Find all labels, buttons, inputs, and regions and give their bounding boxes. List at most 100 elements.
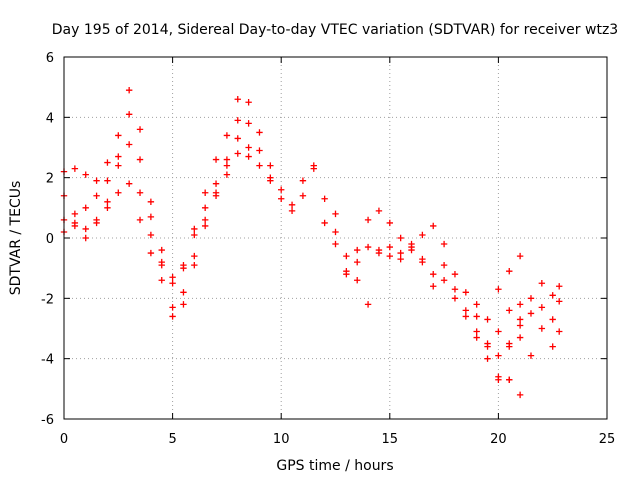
series-track-d: [60, 111, 252, 320]
data-point: [169, 304, 176, 311]
data-point: [516, 391, 524, 399]
data-points: [60, 86, 563, 399]
x-tick-label: 20: [490, 432, 507, 447]
data-point: [191, 261, 198, 269]
data-point: [538, 325, 546, 332]
data-point: [71, 210, 79, 218]
data-point: [495, 286, 502, 293]
data-point: [495, 328, 502, 335]
data-point: [147, 231, 155, 239]
data-point: [556, 328, 563, 335]
data-point: [343, 267, 350, 275]
data-point: [125, 86, 133, 94]
data-point: [104, 204, 111, 212]
data-point: [93, 177, 100, 184]
data-point: [506, 376, 513, 383]
data-point: [538, 304, 546, 311]
data-point: [299, 192, 307, 199]
data-point: [364, 301, 372, 308]
y-axis-label: SDTVAR / TECUs: [8, 181, 24, 296]
data-point: [267, 162, 274, 169]
data-point: [527, 310, 535, 317]
data-point: [538, 280, 546, 287]
data-point: [234, 96, 241, 103]
series-track-g: [332, 240, 524, 323]
data-point: [201, 189, 209, 196]
data-point: [288, 201, 296, 209]
data-point: [310, 165, 317, 172]
data-point: [516, 301, 524, 308]
data-point: [82, 234, 89, 242]
data-point: [180, 289, 187, 296]
data-point: [473, 334, 480, 341]
data-point: [71, 222, 79, 230]
data-point: [125, 111, 133, 118]
data-point: [212, 156, 220, 163]
data-point: [256, 129, 263, 136]
data-point: [354, 258, 361, 266]
data-point: [440, 277, 448, 284]
data-point: [495, 352, 502, 359]
y-tick-label: 4: [46, 111, 54, 126]
data-point: [451, 271, 459, 278]
data-point: [299, 177, 307, 184]
data-point: [462, 307, 470, 314]
data-point: [201, 216, 209, 224]
series-track-j: [506, 325, 563, 399]
data-point: [180, 261, 187, 269]
plot-frame: [63, 56, 608, 420]
data-point: [527, 352, 535, 359]
data-point: [245, 153, 252, 160]
x-tick-label: 10: [273, 432, 290, 447]
data-point: [549, 316, 556, 323]
data-point: [386, 252, 393, 260]
data-point: [451, 286, 459, 293]
data-point: [234, 135, 241, 142]
data-point: [169, 313, 176, 320]
data-point: [354, 246, 361, 254]
data-point: [93, 192, 100, 199]
data-point: [212, 180, 220, 187]
data-point: [549, 343, 556, 350]
data-point: [527, 295, 535, 302]
data-point: [147, 213, 155, 221]
series-track-f: [299, 165, 524, 383]
data-point: [288, 207, 296, 215]
data-point: [158, 246, 165, 254]
data-point: [245, 144, 252, 151]
data-point: [104, 177, 111, 184]
data-point: [147, 198, 155, 205]
data-point: [136, 126, 144, 133]
data-point: [408, 243, 415, 251]
data-point: [397, 249, 404, 257]
data-point: [556, 298, 563, 305]
data-point: [386, 219, 393, 227]
series-track-c: [60, 135, 274, 311]
data-point: [332, 240, 339, 248]
data-point: [136, 216, 144, 224]
data-point: [223, 162, 231, 169]
data-point: [484, 340, 491, 347]
data-point: [473, 301, 480, 308]
data-point: [495, 373, 502, 380]
data-point: [147, 249, 155, 257]
data-point: [549, 292, 556, 299]
data-point: [93, 216, 100, 224]
data-point: [451, 295, 459, 302]
data-point: [245, 120, 252, 127]
y-tick-label: -4: [41, 353, 54, 368]
data-point: [462, 289, 470, 296]
data-point: [82, 225, 89, 233]
data-point: [71, 165, 79, 172]
data-point: [386, 243, 393, 251]
data-point: [267, 177, 274, 184]
data-point: [321, 195, 328, 202]
data-point: [256, 162, 263, 169]
data-point: [506, 307, 513, 314]
data-point: [419, 255, 426, 263]
data-point: [484, 355, 491, 362]
data-point: [115, 153, 122, 160]
data-point: [169, 274, 176, 281]
x-tick-label: 5: [168, 432, 176, 447]
data-point: [158, 261, 165, 269]
